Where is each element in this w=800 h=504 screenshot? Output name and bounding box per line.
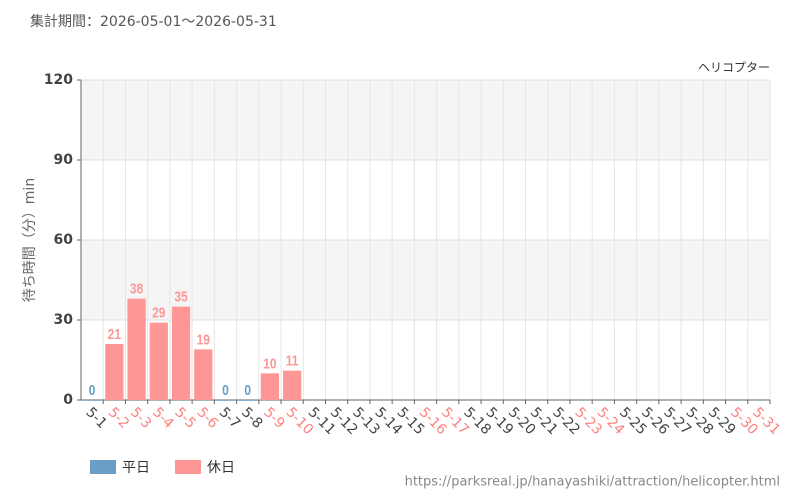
x-tick-label: 5-5 [171, 404, 198, 431]
bar [149, 322, 168, 400]
bar [83, 400, 102, 401]
x-tick-label: 5-6 [194, 404, 222, 432]
y-tick-label: 90 [54, 152, 74, 168]
series-title: ヘリコプター [698, 61, 770, 75]
x-tick-label: 5-9 [260, 404, 287, 431]
y-tick-label: 120 [44, 72, 73, 88]
data-label: 10 [263, 355, 276, 372]
x-tick-label: 5-7 [216, 404, 243, 431]
x-tick-label: 5-4 [149, 404, 177, 432]
data-label: 0 [222, 382, 229, 399]
x-tick-label: 5-8 [238, 404, 265, 431]
bar [260, 373, 280, 400]
x-tick-label: 5-2 [105, 404, 132, 431]
data-label: 19 [197, 331, 211, 348]
bar [194, 349, 213, 400]
legend-label: 休日 [207, 460, 235, 476]
source-url: https://parksreal.jp/hanayashiki/attract… [405, 475, 780, 490]
bar [283, 370, 302, 400]
data-label: 0 [244, 382, 251, 399]
bar [216, 400, 235, 401]
x-tick-label: 5-1 [82, 404, 109, 431]
data-label: 0 [89, 382, 96, 399]
period: 集計期間：2026-05-01～2026-05-31 [30, 13, 277, 30]
data-label: 21 [108, 326, 122, 343]
grid-band [81, 240, 770, 320]
legend-swatch [90, 460, 116, 474]
y-tick-label: 60 [54, 232, 74, 248]
bar [127, 298, 146, 400]
bar [105, 344, 124, 400]
data-label: 35 [174, 288, 188, 305]
grid-band [81, 80, 770, 160]
x-tick-label: 5-3 [127, 404, 154, 431]
bar [238, 400, 257, 401]
data-label: 11 [286, 352, 299, 369]
y-tick-label: 0 [63, 392, 73, 408]
data-label: 29 [152, 304, 166, 321]
legend-label: 平日 [122, 460, 150, 476]
y-tick-label: 30 [54, 312, 74, 328]
bar [171, 306, 191, 400]
legend-swatch [175, 460, 201, 474]
y-axis-label: 待ち時間（分）min [22, 178, 38, 302]
data-label: 38 [130, 280, 144, 297]
